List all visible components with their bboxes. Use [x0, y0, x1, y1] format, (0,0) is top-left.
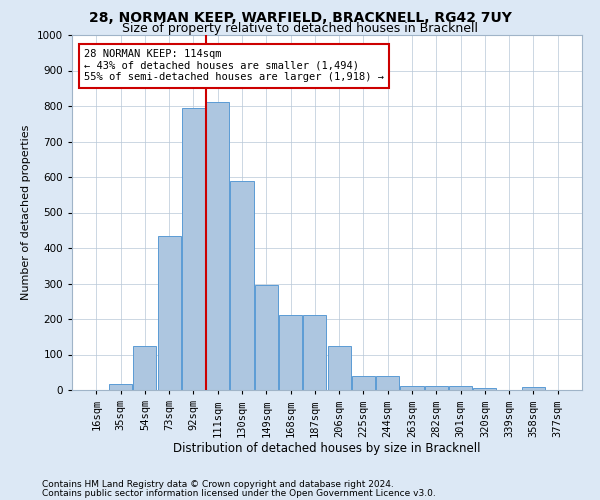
Bar	[449, 386, 472, 390]
Bar	[133, 346, 157, 390]
Bar	[400, 386, 424, 390]
Bar	[279, 314, 302, 390]
Bar	[376, 376, 400, 390]
Text: Size of property relative to detached houses in Bracknell: Size of property relative to detached ho…	[122, 22, 478, 35]
Bar	[158, 236, 181, 390]
Text: Contains HM Land Registry data © Crown copyright and database right 2024.: Contains HM Land Registry data © Crown c…	[42, 480, 394, 489]
Bar	[182, 108, 205, 390]
Bar	[328, 346, 351, 390]
Bar	[254, 286, 278, 390]
Bar	[352, 376, 375, 390]
Bar	[522, 387, 545, 390]
Y-axis label: Number of detached properties: Number of detached properties	[21, 125, 31, 300]
Bar	[303, 314, 326, 390]
Text: 28, NORMAN KEEP, WARFIELD, BRACKNELL, RG42 7UY: 28, NORMAN KEEP, WARFIELD, BRACKNELL, RG…	[89, 12, 511, 26]
Bar	[230, 180, 254, 390]
Bar	[473, 388, 496, 390]
Bar	[109, 384, 132, 390]
Bar	[206, 102, 229, 390]
Text: Contains public sector information licensed under the Open Government Licence v3: Contains public sector information licen…	[42, 488, 436, 498]
Bar	[425, 386, 448, 390]
X-axis label: Distribution of detached houses by size in Bracknell: Distribution of detached houses by size …	[173, 442, 481, 455]
Text: 28 NORMAN KEEP: 114sqm
← 43% of detached houses are smaller (1,494)
55% of semi-: 28 NORMAN KEEP: 114sqm ← 43% of detached…	[84, 49, 384, 82]
